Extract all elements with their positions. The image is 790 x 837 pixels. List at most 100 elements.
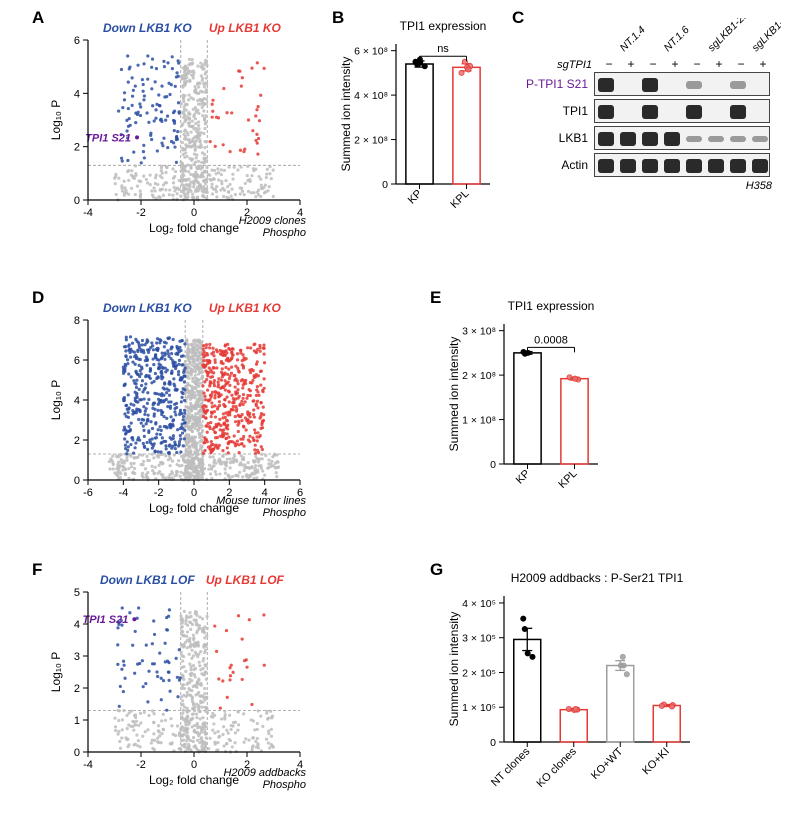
blot-row-label: TPI1: [516, 104, 594, 118]
svg-text:0.0008: 0.0008: [534, 334, 568, 346]
bar-chart-g: H2009 addbacks : P-Ser21 TPI101 × 10⁵2 ×…: [446, 570, 698, 798]
svg-text:2: 2: [74, 435, 80, 447]
svg-text:NT.1.4: NT.1.4: [618, 24, 648, 54]
svg-text:8: 8: [74, 315, 80, 327]
svg-text:Phospho: Phospho: [263, 227, 306, 239]
svg-text:TPI1 S21: TPI1 S21: [85, 132, 131, 144]
svg-text:Log₁₀ P: Log₁₀ P: [49, 100, 63, 140]
svg-text:Phospho: Phospho: [263, 507, 306, 519]
svg-text:-2: -2: [136, 207, 146, 219]
svg-text:1 × 10⁸: 1 × 10⁸: [462, 415, 496, 427]
panel-label-a: A: [32, 8, 44, 28]
svg-text:0: 0: [191, 759, 197, 771]
svg-text:3 × 10⁸: 3 × 10⁸: [462, 326, 496, 338]
panel-label-d: D: [32, 288, 44, 308]
svg-text:ns: ns: [437, 43, 449, 55]
svg-text:−: −: [693, 57, 700, 71]
svg-text:KP: KP: [514, 468, 533, 487]
svg-text:4: 4: [74, 395, 80, 407]
svg-text:2: 2: [74, 142, 80, 154]
svg-text:Down LKB1 KO: Down LKB1 KO: [103, 301, 192, 315]
blot-row-label: P-TPI1 S21: [516, 77, 594, 91]
svg-text:Log₁₀ P: Log₁₀ P: [49, 652, 63, 692]
svg-text:H2009 clones: H2009 clones: [239, 215, 307, 227]
svg-text:TPI1 S21: TPI1 S21: [83, 614, 129, 626]
svg-text:+: +: [671, 57, 678, 71]
svg-text:3 × 10⁵: 3 × 10⁵: [462, 633, 496, 645]
svg-text:KO clones: KO clones: [535, 745, 580, 790]
svg-text:6: 6: [74, 355, 80, 367]
svg-text:6 × 10⁸: 6 × 10⁸: [354, 46, 388, 58]
svg-text:Summed ion intensity: Summed ion intensity: [447, 612, 461, 727]
volcano-plot-f: Down LKB1 LOF Up LKB1 LOF TPI1 S21 -4 -2 0 2 4 0…: [46, 570, 308, 792]
svg-text:−: −: [649, 57, 656, 71]
svg-text:KPL: KPL: [448, 188, 471, 211]
svg-text:KP: KP: [406, 188, 425, 207]
svg-text:KPL: KPL: [556, 468, 579, 491]
svg-text:sgLKB1-3.2: sgLKB1-3.2: [750, 18, 781, 54]
svg-text:2 × 10⁸: 2 × 10⁸: [462, 370, 496, 382]
svg-text:Down LKB1 LOF: Down LKB1 LOF: [100, 573, 195, 587]
svg-text:2 × 10⁵: 2 × 10⁵: [462, 667, 496, 679]
svg-text:1: 1: [74, 715, 80, 727]
svg-text:0: 0: [74, 747, 80, 759]
svg-text:-6: -6: [83, 487, 93, 499]
svg-text:4: 4: [74, 88, 80, 100]
svg-text:H2009 addbacks : P-Ser21 TPI1: H2009 addbacks : P-Ser21 TPI1: [511, 571, 684, 585]
svg-text:6: 6: [74, 35, 80, 47]
svg-text:NT.1.6: NT.1.6: [662, 24, 692, 54]
svg-text:Log₂ fold change: Log₂ fold change: [149, 221, 239, 235]
volcano-plot-a: Down LKB1 KOUp LKB1 KOTPI1 S21-4-2024024…: [46, 18, 308, 240]
svg-text:Summed ion intensity: Summed ion intensity: [339, 57, 353, 172]
svg-text:4 × 10⁸: 4 × 10⁸: [354, 90, 388, 102]
svg-text:-4: -4: [83, 759, 93, 771]
svg-text:Up LKB1 KO: Up LKB1 KO: [209, 21, 282, 35]
svg-text:0: 0: [490, 459, 496, 471]
svg-text:sgTPI1: sgTPI1: [557, 59, 592, 71]
svg-text:H2009 addbacks: H2009 addbacks: [223, 767, 306, 779]
svg-text:+: +: [759, 57, 766, 71]
svg-text:+: +: [627, 57, 634, 71]
svg-text:1 × 10⁵: 1 × 10⁵: [462, 702, 496, 714]
blot-cell-line-label: H358: [516, 180, 781, 192]
svg-text:0: 0: [74, 195, 80, 207]
svg-text:+: +: [715, 57, 722, 71]
bar-chart-e: TPI1 expression 0 1 × 10⁸ 2 × 10⁸ 3 × 10⁸Sum…: [446, 298, 606, 508]
svg-text:TPI1 expression: TPI1 expression: [508, 299, 595, 313]
svg-text:NT clones: NT clones: [489, 745, 533, 789]
svg-text:Down LKB1 KO: Down LKB1 KO: [103, 21, 192, 35]
svg-text:3: 3: [74, 651, 80, 663]
svg-text:Up LKB1 KO: Up LKB1 KO: [209, 301, 282, 315]
svg-text:−: −: [605, 57, 612, 71]
svg-text:0: 0: [382, 179, 388, 191]
svg-text:0: 0: [191, 207, 197, 219]
svg-text:TPI1 expression: TPI1 expression: [400, 19, 487, 33]
blot-row-label: Actin: [516, 158, 594, 172]
svg-text:Phospho: Phospho: [263, 779, 306, 791]
svg-text:Mouse tumor lines: Mouse tumor lines: [216, 495, 306, 507]
svg-text:Log₁₀ P: Log₁₀ P: [49, 380, 63, 420]
svg-text:0: 0: [74, 475, 80, 487]
svg-text:KO+WT: KO+WT: [589, 745, 626, 782]
svg-text:2: 2: [74, 683, 80, 695]
svg-text:KO+KI: KO+KI: [640, 746, 672, 778]
volcano-plot-d: Down LKB1 KOUp LKB1 KO-6-4-2024602468Log…: [46, 298, 308, 520]
svg-text:Up LKB1 LOF: Up LKB1 LOF: [206, 573, 285, 587]
svg-text:-4: -4: [83, 207, 93, 219]
svg-text:−: −: [737, 57, 744, 71]
svg-text:4 × 10⁵: 4 × 10⁵: [462, 598, 496, 610]
svg-text:-4: -4: [118, 487, 128, 499]
blot-row-label: LKB1: [516, 131, 594, 145]
svg-text:-2: -2: [136, 759, 146, 771]
svg-text:sgLKB1-2.1: sgLKB1-2.1: [706, 18, 753, 54]
svg-text:5: 5: [74, 587, 80, 599]
svg-text:-2: -2: [154, 487, 164, 499]
svg-text:0: 0: [191, 487, 197, 499]
svg-text:Summed ion intensity: Summed ion intensity: [447, 337, 461, 452]
panel-label-f: F: [32, 560, 42, 580]
svg-text:4: 4: [74, 619, 80, 631]
panel-label-g: G: [430, 560, 443, 580]
svg-text:2 × 10⁸: 2 × 10⁸: [354, 135, 388, 147]
western-blot-c: NT.1.4 NT.1.6 sgLKB1-2.1sgLKB1-3.2 sgTPI1 − +…: [516, 18, 781, 192]
bar-chart-b: TPI1 expression 0 2 × 10⁸ 4 × 10⁸ 6 × 10⁸Sum…: [338, 18, 498, 228]
